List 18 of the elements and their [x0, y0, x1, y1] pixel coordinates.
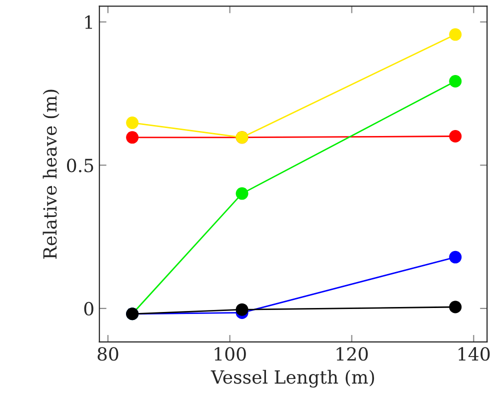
x-tick-label: 80	[98, 347, 118, 361]
point	[449, 130, 462, 142]
point	[449, 28, 462, 41]
y-tick-label: 0	[84, 302, 94, 316]
y-tick-label: 0.5	[67, 158, 94, 172]
point	[449, 250, 462, 264]
y-axis-title: Relative heave (m)	[42, 90, 60, 259]
point	[126, 116, 139, 130]
x-axis-title: Vessel Length (m)	[210, 370, 374, 388]
point	[449, 300, 462, 314]
point	[126, 131, 139, 144]
x-tick-label: 100	[214, 347, 246, 361]
point	[236, 303, 248, 316]
point	[449, 74, 462, 88]
y-tick-label: 1	[85, 15, 92, 29]
point	[236, 187, 248, 200]
x-tick-label: 140	[458, 347, 490, 361]
x-tick-label: 120	[336, 347, 368, 361]
